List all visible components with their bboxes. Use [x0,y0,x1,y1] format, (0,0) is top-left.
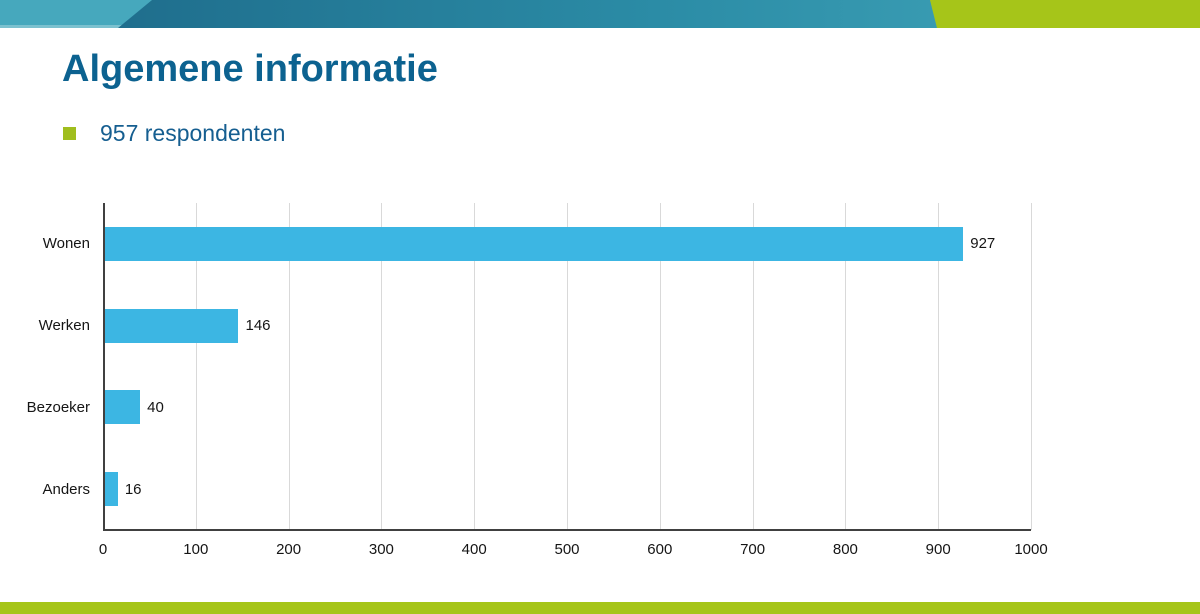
bottom-banner [0,602,1200,614]
bar-bezoeker [103,390,141,425]
bar-value-label: 927 [970,235,996,253]
x-tick-label: 900 [925,541,951,558]
top-banner-green-shape [930,0,1200,28]
gridline [845,203,847,530]
bar-anders [103,472,118,507]
bar-value-label: 40 [147,398,164,416]
gridline [938,203,940,530]
bullet-square-icon [63,126,76,140]
x-tick-label: 600 [647,541,673,558]
bar-value-label: 146 [245,317,271,335]
gridline [381,203,383,530]
y-axis-line [103,203,105,530]
bar-chart: Wonen Werken Bezoeker Anders 927 146 40 16 0 10… [0,203,1200,563]
gridline [752,203,754,530]
bar-wonen [103,226,964,261]
bullet-text: 957 respondenten [100,119,286,146]
category-label: Werken [38,317,90,335]
x-tick-label: 200 [276,541,302,558]
category-label: Anders [42,480,90,498]
bar-row: 16 [103,448,1031,530]
bar-row: 927 [103,203,1031,285]
bar-value-label: 16 [124,480,142,498]
category-label: Wonen [42,235,90,253]
category-label: Bezoeker [26,398,90,416]
gridline [567,203,568,530]
x-tick-label: 700 [740,541,766,558]
top-banner-dark-teal-shape [118,0,937,28]
x-tick-label: 300 [368,541,394,558]
y-axis-labels: Wonen Werken Bezoeker Anders [0,203,103,530]
bullet-item: 957 respondenten [63,119,285,147]
x-tick-label: 1000 [1014,541,1048,558]
top-banner [0,0,1200,28]
x-tick-label: 100 [183,541,209,558]
gridline [195,203,197,530]
x-axis-tick-labels: 0 100 200 300 400 500 600 700 800 900 1000 [99,530,1048,560]
x-tick-label: 500 [554,541,580,558]
gridline [474,203,476,530]
gridline [288,203,290,530]
bar-werken [103,308,239,343]
bar-row: 40 [103,367,1031,449]
gridline [659,203,661,530]
x-axis-line [103,529,1031,531]
slide-title: Algemene informatie [62,48,438,90]
bar-row: 146 [103,285,1031,367]
plot-area: 927 146 40 16 [103,203,1032,531]
gridline [1031,203,1032,530]
x-tick-label: 800 [832,541,858,558]
x-tick-label: 0 [98,541,108,558]
x-tick-label: 400 [461,541,487,558]
